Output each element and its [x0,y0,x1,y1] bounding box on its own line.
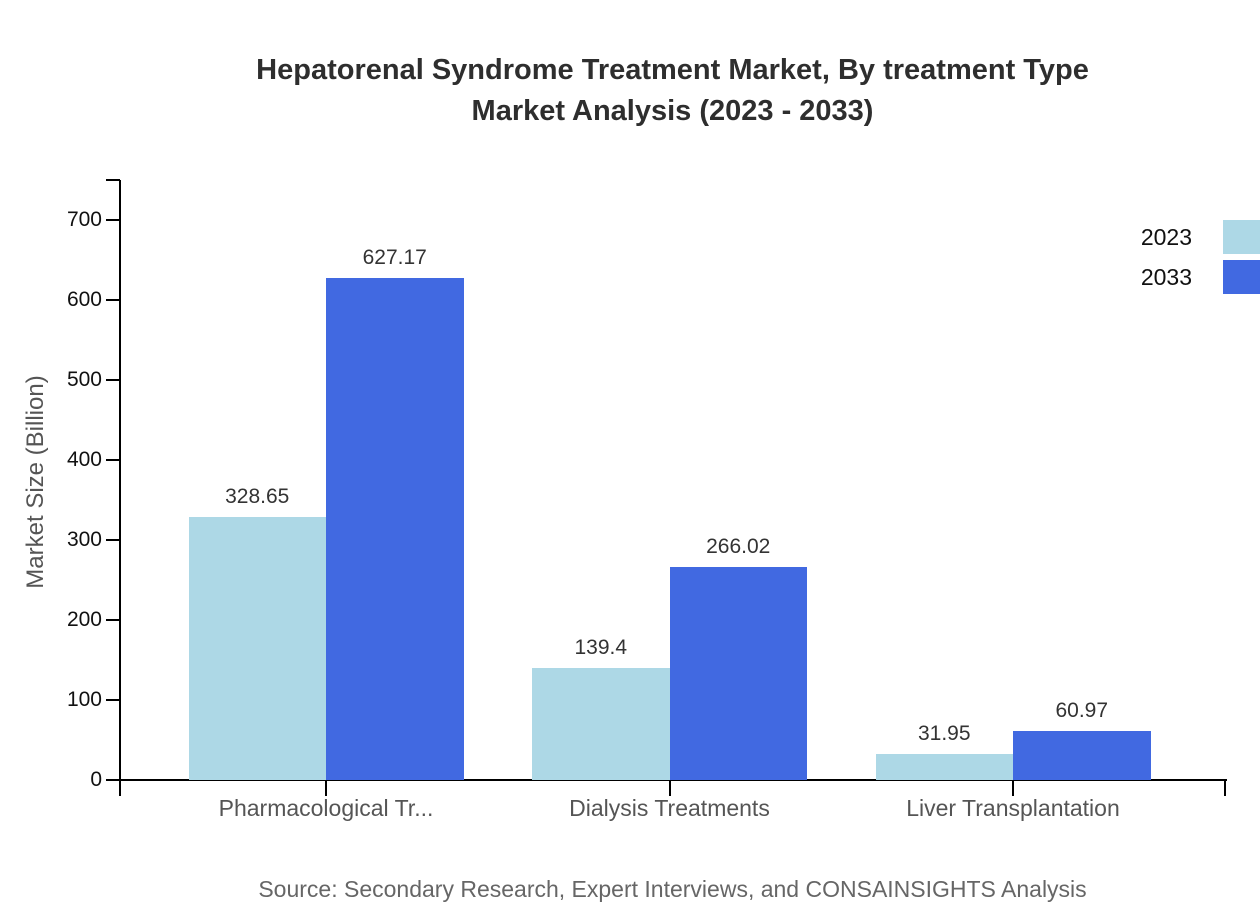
y-axis-end-tick [106,179,120,181]
x-axis-category-label: Pharmacological Tr... [218,795,434,821]
bar-2033-Liver Transplantation [1013,731,1151,780]
legend-item-2033[interactable]: 2033 [1040,260,1260,294]
y-axis-tick [106,699,120,701]
y-axis-title: Market Size (Billion) [22,375,49,589]
chart-title: Hepatorenal Syndrome Treatment Market, B… [120,50,1225,132]
bar-2033-Pharmacological Tr... [326,278,464,780]
y-axis-tick [106,379,120,381]
bar-value-label: 627.17 [362,246,427,270]
x-axis-tick [1224,780,1226,796]
x-axis-category-label: Liver Transplantation [906,795,1120,821]
y-axis-tick [106,619,120,621]
bar-2023-Pharmacological Tr... [188,517,326,780]
legend-item-label: 2023 [1140,223,1192,250]
bar-2023-Liver Transplantation [875,754,1013,780]
y-axis-line [119,180,121,782]
y-axis-tick-label: 600 [66,288,102,311]
legend-item-2023[interactable]: 2023 [1040,220,1260,254]
y-axis-tick-label: 400 [66,448,102,471]
bar-2023-Dialysis Treatments [532,668,670,780]
y-axis-tick-label: 0 [90,768,102,791]
legend-item-label: 2033 [1140,263,1192,290]
y-axis-tick [106,779,120,781]
x-axis-category-label: Dialysis Treatments [569,795,770,821]
y-axis-tick [106,539,120,541]
y-axis-tick-label: 200 [66,608,102,631]
bar-value-label: 266.02 [706,535,771,559]
y-axis-tick-label: 300 [66,528,102,551]
x-axis-tick [1012,780,1014,796]
bar-2033-Dialysis Treatments [669,567,807,780]
y-axis-tick-label: 100 [66,688,102,711]
x-axis-tick [119,780,121,796]
bar-value-label: 139.4 [574,636,628,660]
chart-title-line-2: Market Analysis (2023 - 2033) [471,95,874,127]
source-attribution: Source: Secondary Research, Expert Inter… [258,876,1087,902]
chart-title-line-1: Hepatorenal Syndrome Treatment Market, B… [256,54,1089,86]
legend-item-swatch [1223,260,1260,294]
y-axis-tick [106,459,120,461]
bar-value-label: 328.65 [225,485,290,509]
legend-item-swatch [1223,220,1260,254]
bar-value-label: 31.95 [917,722,971,746]
y-axis-tick-label: 700 [66,208,102,231]
x-axis-line [119,779,1227,781]
x-axis-tick [668,780,671,796]
y-axis-tick [106,219,120,221]
y-axis-tick-label: 500 [66,368,102,391]
bar-value-label: 60.97 [1055,699,1109,723]
x-axis-tick [325,780,327,796]
y-axis-tick [106,299,120,301]
